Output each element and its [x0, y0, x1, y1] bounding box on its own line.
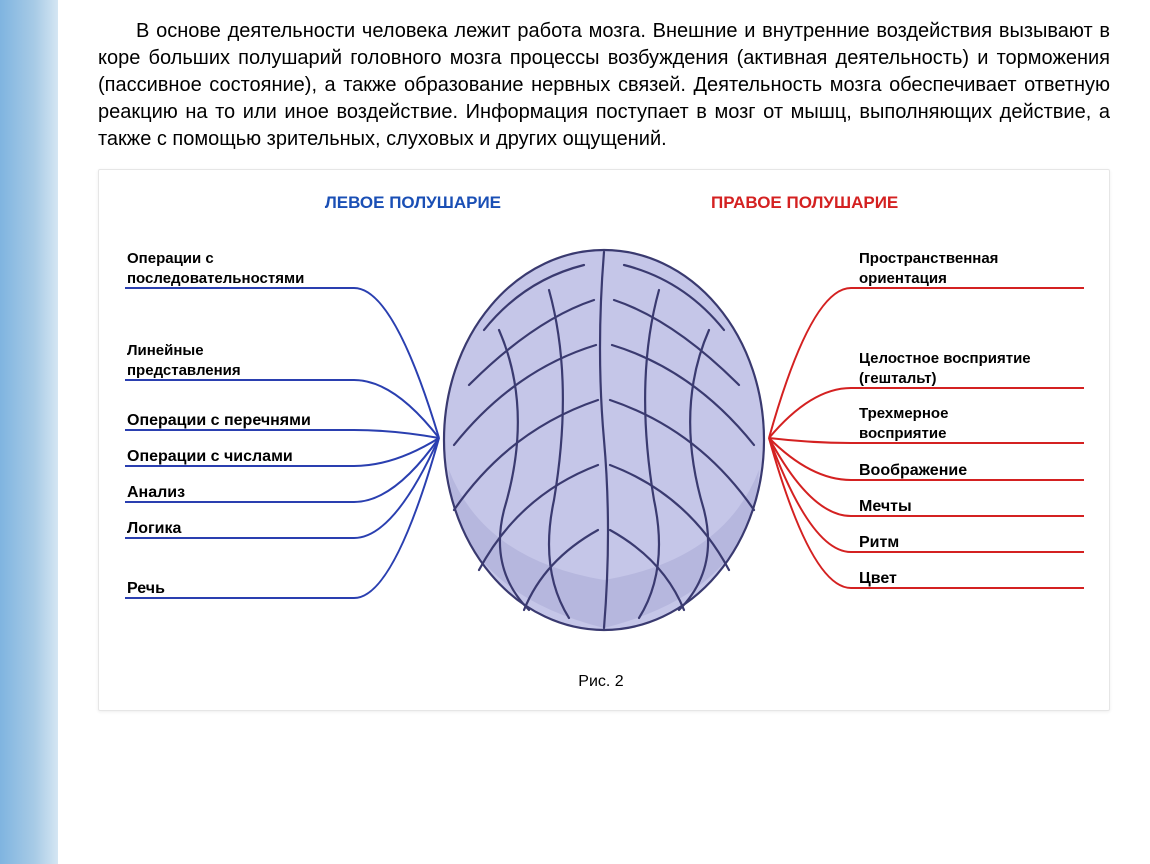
title-left: ЛЕВОЕ ПОЛУШАРИЕ	[325, 193, 501, 212]
title-right: ПРАВОЕ ПОЛУШАРИЕ	[711, 193, 898, 212]
left-label: Операции с	[127, 250, 214, 267]
right-label: восприятие	[859, 425, 946, 442]
page: В основе деятельности человека лежит раб…	[0, 0, 1150, 864]
main-content: В основе деятельности человека лежит раб…	[58, 0, 1150, 864]
left-label: Операции с перечнями	[127, 412, 311, 429]
diagram-caption: Рис. 2	[578, 673, 624, 690]
right-label: Пространственная	[859, 250, 998, 267]
diagram-svg: ЛЕВОЕ ПОЛУШАРИЕ ПРАВОЕ ПОЛУШАРИЕ	[99, 170, 1103, 710]
right-label: Воображение	[859, 462, 967, 479]
brain-illustration	[444, 250, 764, 630]
left-connector	[354, 430, 439, 438]
right-label: ориентация	[859, 270, 947, 287]
left-connector	[354, 288, 439, 438]
right-connector	[769, 288, 851, 438]
left-label: последовательностями	[127, 270, 304, 287]
right-label: Трехмерное	[859, 405, 948, 422]
right-label: Ритм	[859, 534, 899, 551]
left-label: Анализ	[127, 484, 185, 501]
left-label: Речь	[127, 580, 165, 597]
left-connector	[354, 438, 439, 502]
left-connector	[354, 438, 439, 598]
left-connector	[354, 438, 439, 466]
left-label: Операции с числами	[127, 448, 293, 465]
left-label: Логика	[127, 520, 182, 537]
left-labels: Операции с последовательностями Линейные пр…	[125, 250, 439, 598]
right-label: Целостное восприятие	[859, 350, 1031, 367]
left-label: представления	[127, 362, 241, 379]
right-labels: Пространственная ориентация Целостное восп…	[769, 250, 1084, 588]
brain-diagram: ЛЕВОЕ ПОЛУШАРИЕ ПРАВОЕ ПОЛУШАРИЕ	[98, 169, 1110, 711]
right-label: Цвет	[859, 570, 897, 587]
right-label: Мечты	[859, 498, 912, 515]
left-connector	[354, 438, 439, 538]
intro-paragraph: В основе деятельности человека лежит раб…	[98, 18, 1110, 153]
side-stripe	[0, 0, 58, 864]
left-label: Линейные	[127, 342, 204, 359]
right-label: (гештальт)	[859, 370, 937, 387]
right-connector	[769, 438, 851, 443]
